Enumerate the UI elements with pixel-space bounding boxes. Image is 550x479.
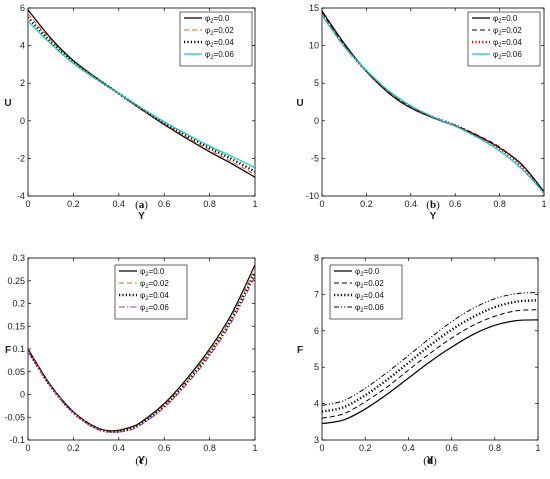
- y-tick-label: 0.1: [12, 344, 25, 354]
- legend-entry-0: φ2=0.0: [493, 14, 518, 25]
- y-axis-label: F: [297, 345, 303, 356]
- x-tick-label: 0: [25, 199, 30, 209]
- panel-caption: (c): [135, 455, 148, 467]
- y-tick-label: 10: [309, 41, 319, 51]
- panel-caption: (a): [135, 199, 148, 211]
- legend-entry-2: φ2=0.04: [355, 291, 384, 302]
- y-tick-label: -2: [17, 153, 25, 163]
- chart-panel-b: 0 0.2 0.4 0.6 0.8 1-10-5051015YU(b)φ2=0.0φ2=0…: [296, 3, 546, 222]
- series-line-3: [322, 15, 544, 194]
- legend-entry-3: φ2=0.06: [493, 50, 522, 61]
- y-tick-label: 0: [20, 390, 25, 400]
- y-tick-label: -0.05: [4, 412, 25, 422]
- legend-entry-3: φ2=0.06: [355, 303, 384, 314]
- legend-entry-2: φ2=0.04: [140, 291, 169, 302]
- legend-entry-0: φ2=0.0: [205, 14, 230, 25]
- y-axis-label: F: [5, 345, 11, 356]
- legend-entry-2: φ2=0.04: [493, 38, 522, 49]
- y-tick-label: 0.2: [12, 299, 25, 309]
- legend-entry-0: φ2=0.0: [355, 267, 380, 278]
- x-tick-label: 0.4: [113, 199, 126, 209]
- y-tick-label: 6: [314, 326, 319, 336]
- x-tick-label: 0.6: [158, 199, 171, 209]
- series-line-1: [322, 309, 538, 419]
- y-tick-label: 5: [314, 78, 319, 88]
- x-tick-label: 0.8: [489, 443, 502, 453]
- y-axis-label: U: [4, 98, 11, 109]
- x-tick-label: 0.4: [113, 443, 126, 453]
- y-tick-label: -0.1: [9, 435, 25, 445]
- x-tick-label: 1: [535, 443, 540, 453]
- series-line-0: [322, 319, 538, 425]
- series-line-3: [322, 292, 538, 406]
- legend-entry-3: φ2=0.06: [205, 50, 234, 61]
- series-line-3: [28, 275, 255, 433]
- y-tick-label: 8: [314, 253, 319, 263]
- legend-entry-0: φ2=0.0: [140, 267, 165, 278]
- x-tick-label: 0.2: [359, 443, 372, 453]
- chart-panel-c: 0 0.2 0.4 0.6 0.8 1 -0.1 -0.05 0 0.05 0.1 0.15 0.2 0.…: [4, 253, 257, 467]
- legend-entry-1: φ2=0.02: [205, 26, 234, 37]
- x-tick-label: 0.6: [445, 443, 458, 453]
- x-tick-label: 0: [319, 199, 324, 209]
- x-tick-label: 0.8: [203, 443, 216, 453]
- y-tick-label: 2: [20, 78, 25, 88]
- y-tick-label: 0: [20, 116, 25, 126]
- y-tick-label: 6: [20, 3, 25, 13]
- legend-box: [114, 264, 188, 320]
- x-tick-label: 0.4: [405, 199, 418, 209]
- y-tick-label: -5: [311, 153, 319, 163]
- y-tick-label: 4: [20, 41, 25, 51]
- y-tick-label: -4: [17, 191, 25, 201]
- series-line-3: [28, 20, 255, 169]
- series-line-1: [28, 268, 255, 432]
- y-tick-label: 3: [314, 435, 319, 445]
- legend-entry-2: φ2=0.04: [205, 38, 234, 49]
- x-tick-label: 0: [319, 443, 324, 453]
- y-tick-label: 0.25: [7, 276, 25, 286]
- legend-entry-1: φ2=0.02: [355, 279, 384, 290]
- x-tick-label: 0.8: [493, 199, 506, 209]
- x-axis-label: Y: [138, 211, 145, 222]
- x-tick-label: 0.2: [360, 199, 373, 209]
- x-tick-label: 0.6: [449, 199, 462, 209]
- y-tick-label: -10: [306, 191, 319, 201]
- x-axis-label: Y: [430, 211, 437, 222]
- legend-entry-1: φ2=0.02: [140, 279, 169, 290]
- panel-caption: (b): [426, 199, 440, 211]
- legend-box: [467, 11, 541, 67]
- x-tick-label: 1: [252, 199, 257, 209]
- x-tick-label: 1: [541, 199, 546, 209]
- chart-panel-d: 0 0.2 0.4 0.6 0.8 1345678YF(d)φ2=0.0φ2=0.02φ2…: [297, 253, 541, 467]
- x-axis-label: Y: [138, 455, 145, 466]
- panel-caption: (d): [423, 455, 437, 467]
- y-tick-label: 0.05: [7, 367, 25, 377]
- y-tick-label: 15: [309, 3, 319, 13]
- x-tick-label: 0: [25, 443, 30, 453]
- x-tick-label: 0.4: [402, 443, 415, 453]
- y-tick-label: 4: [314, 399, 319, 409]
- legend-entry-1: φ2=0.02: [493, 26, 522, 37]
- x-tick-label: 0.8: [203, 199, 216, 209]
- y-axis-label: U: [296, 98, 303, 109]
- x-tick-label: 1: [252, 443, 257, 453]
- y-tick-label: 5: [314, 362, 319, 372]
- y-tick-label: 7: [314, 289, 319, 299]
- legend-entry-3: φ2=0.06: [140, 303, 169, 314]
- legend-box: [179, 11, 253, 67]
- y-tick-label: 0.15: [7, 321, 25, 331]
- x-tick-label: 0.2: [67, 443, 80, 453]
- chart-panel-a: 0 0.2 0.4 0.6 0.8 1 -4 -2 0 2 4 6 Y U (a) φ2=0.0φ2=0.02…: [4, 3, 257, 222]
- x-tick-label: 0.2: [67, 199, 80, 209]
- y-tick-label: 0.3: [12, 253, 25, 263]
- x-tick-label: 0.6: [158, 443, 171, 453]
- legend-box: [329, 264, 403, 320]
- y-tick-label: 0: [314, 116, 319, 126]
- x-axis-label: Y: [427, 455, 434, 466]
